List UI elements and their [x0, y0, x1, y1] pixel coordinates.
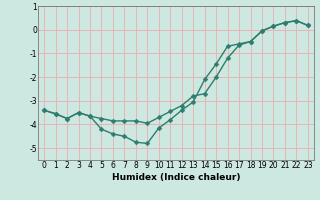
X-axis label: Humidex (Indice chaleur): Humidex (Indice chaleur): [112, 173, 240, 182]
